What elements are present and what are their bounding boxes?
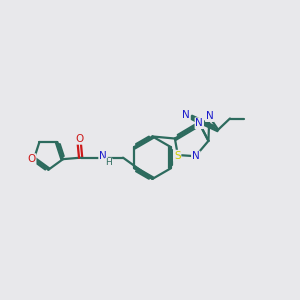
Text: H: H xyxy=(105,158,112,167)
Text: N: N xyxy=(206,111,214,121)
Text: O: O xyxy=(75,134,83,144)
Text: N: N xyxy=(192,152,200,161)
Text: O: O xyxy=(27,154,36,164)
Text: N: N xyxy=(99,151,107,161)
Text: S: S xyxy=(174,151,181,160)
Text: N: N xyxy=(195,118,203,128)
Text: N: N xyxy=(182,110,190,120)
